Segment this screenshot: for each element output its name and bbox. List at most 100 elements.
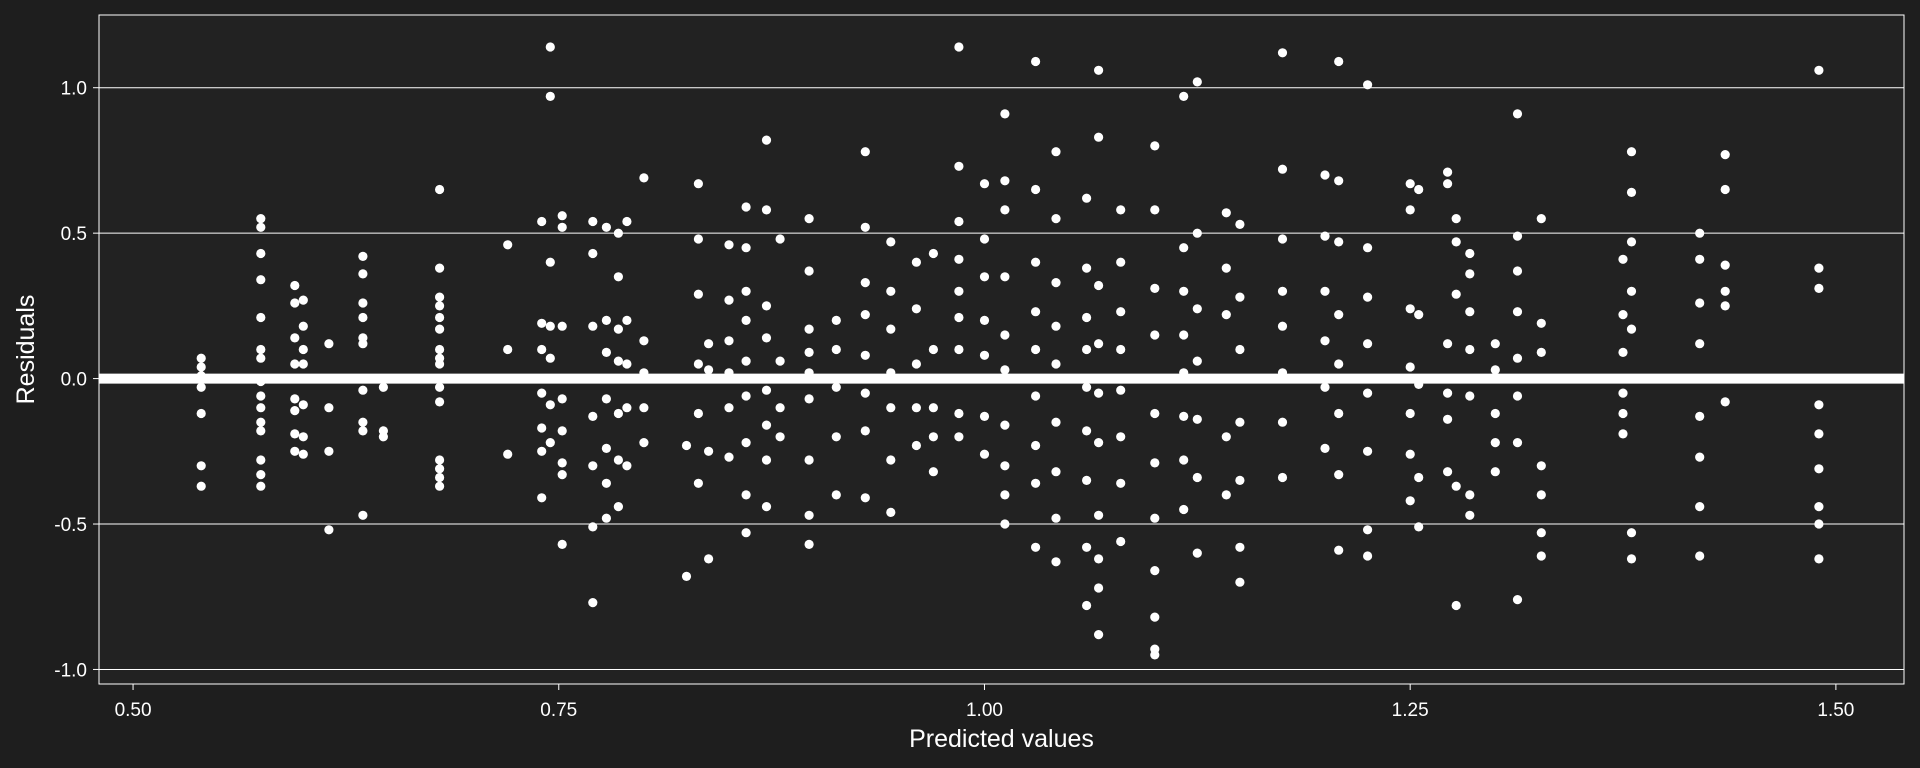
data-point	[1277, 48, 1288, 58]
data-point	[1695, 339, 1705, 349]
data-point	[1451, 481, 1461, 491]
data-point	[256, 417, 266, 427]
data-point	[588, 248, 598, 259]
data-point	[557, 426, 567, 436]
data-point	[256, 391, 266, 401]
data-point	[1082, 263, 1092, 273]
data-point	[435, 455, 445, 465]
data-point	[503, 240, 513, 250]
data-point	[911, 257, 922, 267]
data-point	[557, 211, 567, 221]
data-point	[601, 478, 612, 488]
data-point	[1150, 612, 1160, 622]
data-point	[1695, 254, 1705, 264]
data-point	[928, 432, 939, 442]
data-point	[681, 571, 692, 582]
data-point	[503, 449, 513, 459]
data-point	[1235, 292, 1245, 302]
data-point	[1626, 286, 1637, 296]
data-point	[1626, 147, 1637, 157]
data-point	[1320, 170, 1330, 180]
data-point	[256, 455, 266, 465]
data-point	[1277, 417, 1288, 427]
data-point	[537, 388, 547, 398]
data-point	[1031, 478, 1041, 488]
data-point	[639, 403, 649, 413]
plot-panel	[98, 14, 1905, 685]
data-point	[886, 403, 896, 413]
data-point	[761, 385, 772, 395]
data-point	[1334, 359, 1344, 369]
data-point	[1000, 519, 1010, 529]
data-point	[256, 214, 266, 224]
data-point	[435, 397, 445, 407]
data-point	[1277, 164, 1288, 174]
data-point	[886, 507, 896, 517]
data-point	[1334, 470, 1344, 480]
data-point	[1334, 237, 1344, 247]
data-point	[324, 525, 334, 535]
data-point	[545, 438, 555, 448]
data-point	[1277, 286, 1288, 296]
data-point	[954, 432, 964, 442]
data-point	[954, 344, 964, 355]
data-point	[435, 301, 445, 311]
data-point	[1000, 420, 1010, 430]
data-point	[1150, 458, 1160, 468]
data-point	[1465, 490, 1475, 500]
data-point	[1051, 321, 1061, 331]
data-point	[1405, 449, 1415, 459]
data-point	[693, 478, 704, 488]
data-point	[1814, 519, 1824, 529]
data-point	[1405, 179, 1415, 189]
data-point	[741, 438, 751, 448]
x-tick-label: 1.00	[966, 700, 1003, 721]
data-point	[831, 315, 841, 325]
data-point	[761, 420, 772, 430]
data-point	[1051, 278, 1061, 288]
data-point	[1334, 176, 1344, 186]
data-point	[1192, 548, 1202, 558]
data-point	[290, 333, 300, 343]
data-point	[775, 234, 785, 244]
data-point	[588, 411, 598, 421]
data-point	[1363, 80, 1373, 90]
data-point	[1626, 324, 1637, 334]
data-point	[831, 490, 841, 500]
data-point	[1031, 344, 1041, 355]
data-point	[298, 344, 308, 355]
data-point	[1814, 429, 1824, 439]
data-point	[1150, 566, 1160, 576]
data-point	[1192, 304, 1202, 314]
data-point	[1082, 542, 1092, 552]
data-point	[741, 315, 751, 325]
data-point	[1695, 298, 1705, 308]
data-point	[622, 461, 632, 471]
data-point	[1051, 214, 1061, 224]
data-point	[804, 266, 814, 276]
data-point	[537, 344, 547, 355]
data-point	[704, 446, 714, 456]
data-point	[435, 344, 445, 355]
data-point	[1695, 452, 1705, 462]
data-point	[1443, 179, 1453, 189]
y-axis-title: Residuals	[12, 295, 40, 405]
data-point	[1814, 464, 1824, 474]
data-point	[1192, 472, 1202, 483]
data-point	[557, 394, 567, 404]
data-point	[804, 455, 814, 465]
data-point	[1443, 414, 1453, 424]
data-point	[1720, 260, 1730, 270]
data-point	[1414, 310, 1424, 320]
data-point	[639, 336, 649, 346]
data-point	[704, 365, 714, 375]
data-point	[741, 490, 751, 500]
data-point	[954, 286, 964, 296]
data-point	[979, 234, 990, 244]
data-point	[1082, 426, 1092, 436]
data-point	[1512, 109, 1523, 119]
data-point	[954, 408, 964, 419]
data-point	[1235, 475, 1245, 485]
data-point	[435, 263, 445, 273]
data-point	[886, 237, 896, 247]
